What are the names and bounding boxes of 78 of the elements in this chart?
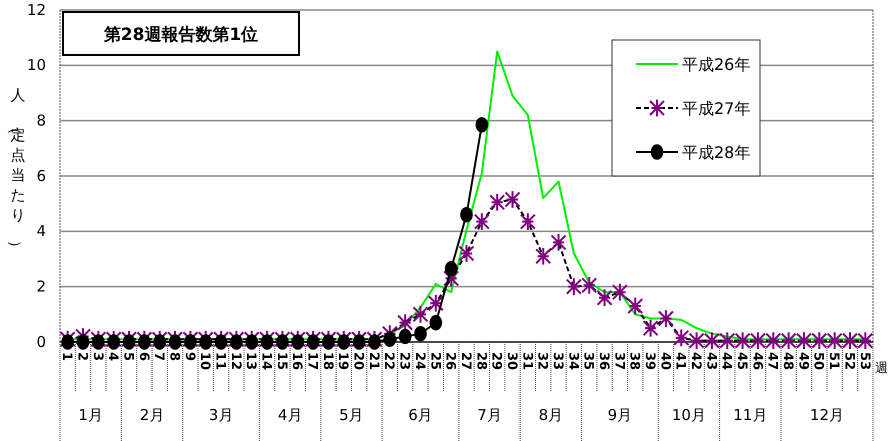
legend-label: 平成26年 [682,55,750,74]
x-tick-label: 6 [136,352,151,362]
text: 6月 [408,406,433,424]
x-tick-label: 12 [228,352,243,370]
x-tick-label: 50 [810,352,826,370]
text: 8月 [538,406,564,424]
x-tick-label: 23 [396,352,412,370]
x-tick-label: 47 [764,352,780,370]
y-tick-label: 12 [26,0,46,19]
x-tick-label: 21 [366,352,381,370]
x-axis-title: 週 [875,361,888,376]
text: 11月 [733,406,768,424]
text: 2月 [140,406,164,424]
y-tick-label: 0 [36,332,46,351]
text: 7月 [477,406,502,424]
x-tick-label: 19 [335,352,350,370]
x-tick-label: 25 [427,352,442,370]
x-tick-label: 18 [320,352,335,370]
x-tick-label: 7 [151,352,166,362]
x-tick-label: 37 [611,352,626,370]
x-tick-label: 3 [90,352,105,362]
x-tick-label: 29 [488,352,504,370]
x-tick-label: 5 [120,352,136,362]
x-tick-label: 51 [826,352,842,370]
x-tick-label: 4 [105,352,120,362]
x-tick-label: 28 [473,352,488,370]
x-tick-label: 26 [442,352,458,370]
x-tick-label: 32 [534,352,550,370]
legend-label: 平成28年 [682,143,750,162]
x-tick-label: 24 [412,352,427,370]
x-tick-label: 39 [642,352,658,370]
x-tick-label: 36 [596,352,612,370]
y-tick-label: 8 [36,111,46,130]
x-tick-label: 43 [703,352,718,370]
x-tick-label: 44 [718,352,734,370]
x-tick-label: 33 [550,352,565,370]
x-tick-label: 22 [381,352,396,370]
x-tick-label: 46 [749,352,764,370]
x-tick-label: 31 [519,352,534,370]
x-tick-label: 13 [243,352,258,370]
x-tick-label: 17 [304,352,320,370]
x-tick-label: 15 [274,352,289,370]
x-tick-label: 45 [734,352,750,370]
x-tick-label: 41 [672,352,688,370]
y-tick-label: 2 [36,277,46,296]
x-tick-label: 30 [504,352,519,370]
legend-label: 平成27年 [682,99,750,118]
x-tick-label: 10 [197,352,212,370]
x-tick-label: 38 [626,352,642,370]
x-tick-label: 16 [289,352,304,370]
y-tick-label: 10 [26,56,46,74]
x-tick-label: 48 [780,352,796,370]
x-tick-label: 11 [212,352,228,370]
x-tick-label: 34 [565,352,580,370]
text: 4月 [278,406,302,424]
y-axis-title: 人（定点当たり） [6,86,26,255]
x-tick-label: 27 [458,352,473,370]
x-tick-label: 52 [841,352,856,370]
annotation: 第28週報告数第1位 [102,25,258,45]
x-tick-label: 8 [166,352,182,362]
text: 3月 [208,406,234,424]
y-tick-label: 6 [36,166,46,185]
x-tick-label: 40 [657,352,672,370]
text: 12月 [810,406,844,424]
x-tick-label: 35 [580,352,596,370]
x-tick-label: 2 [74,352,90,362]
x-tick-label: 20 [350,352,366,370]
text: 10月 [672,406,706,424]
text: 1月 [78,406,103,424]
x-tick-label: 53 [856,352,872,370]
x-tick-label: 9 [182,352,197,362]
text: 5月 [339,406,364,424]
x-tick-label: 1 [59,352,74,362]
text: 9月 [608,406,632,424]
y-tick-label: 4 [36,222,46,240]
x-tick-label: 14 [258,352,274,370]
x-tick-label: 42 [688,352,704,370]
x-tick-label: 49 [795,352,810,370]
